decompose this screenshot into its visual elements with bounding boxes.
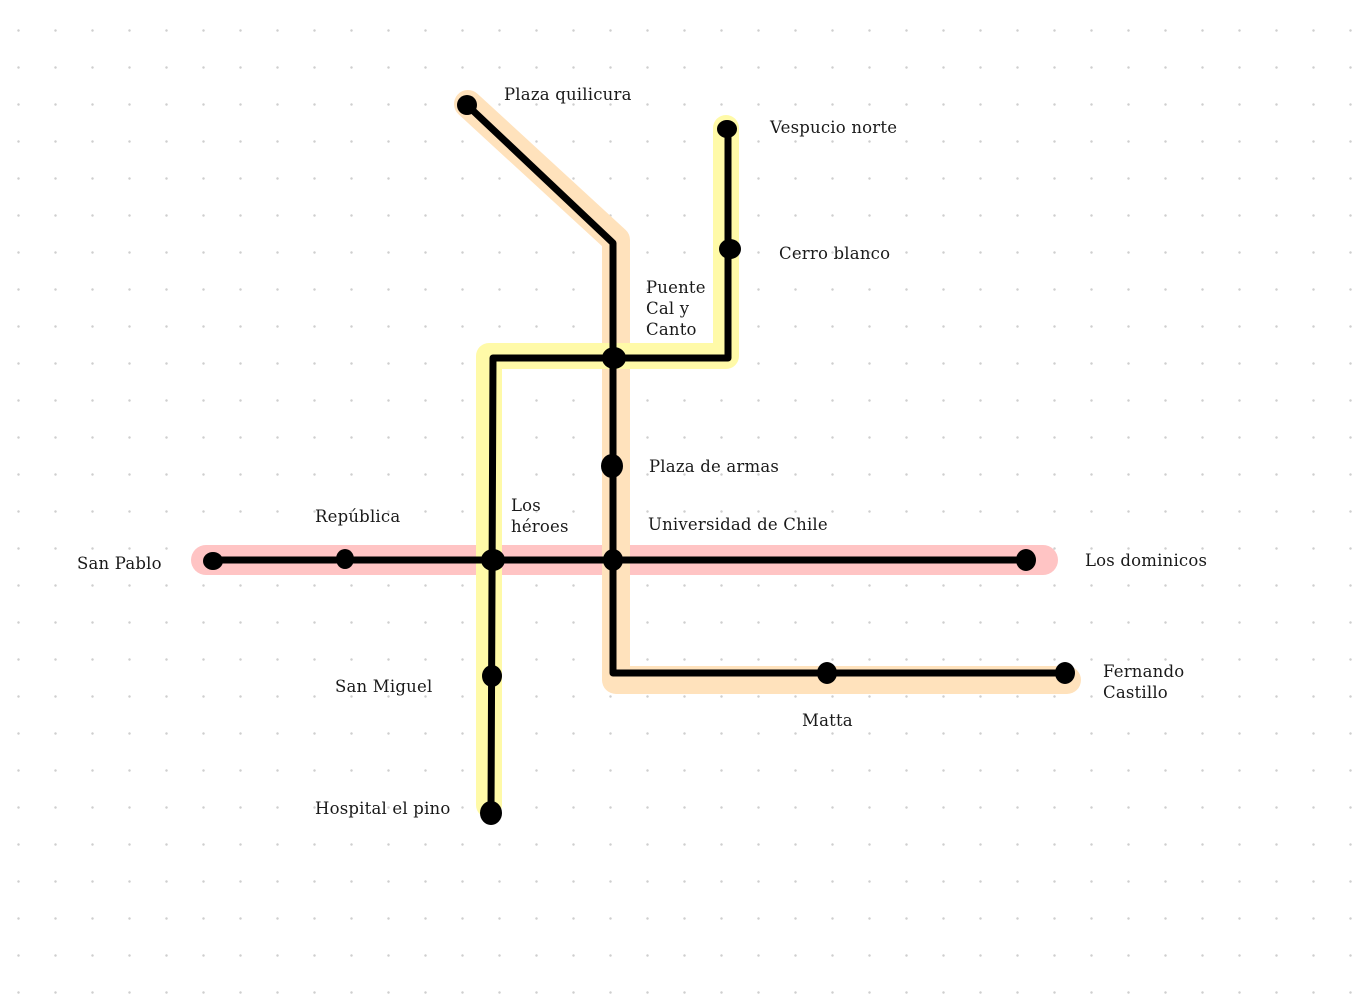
label-fernando-line-1: Fernando [1103, 662, 1185, 681]
label-universidad-de-chile: Universidad de Chile [648, 515, 828, 534]
label-cerro-blanco: Cerro blanco [779, 244, 891, 263]
station-plaza-quilicura[interactable] [457, 95, 477, 115]
station-hospital-el-pino[interactable] [480, 801, 502, 825]
label-los-heroes-line-2: héroes [511, 517, 569, 536]
label-puente-cal-y-canto: Puente Cal y Canto [646, 277, 706, 340]
label-puente-line-3: Canto [646, 320, 697, 339]
station-puente-cal-y-canto[interactable] [602, 347, 626, 369]
station-los-dominicos[interactable] [1016, 549, 1036, 571]
label-puente-line-1: Puente [646, 278, 706, 297]
label-san-pablo: San Pablo [77, 554, 162, 573]
label-plaza-de-armas: Plaza de armas [649, 457, 780, 476]
track-orange-line [463, 101, 1069, 677]
label-los-dominicos: Los dominicos [1085, 551, 1208, 570]
station-plaza-de-armas[interactable] [601, 454, 623, 478]
label-vespucio-norte: Vespucio norte [770, 118, 898, 137]
station-vespucio-norte[interactable] [717, 120, 737, 138]
label-republica: República [315, 507, 401, 526]
station-fernando-castillo[interactable] [1055, 662, 1075, 684]
label-puente-line-2: Cal y [646, 299, 690, 318]
label-san-miguel: San Miguel [335, 677, 433, 696]
line-highlights [191, 90, 1081, 818]
label-fernando-line-2: Castillo [1103, 683, 1168, 702]
label-hospital-el-pino: Hospital el pino [315, 799, 451, 818]
station-matta[interactable] [817, 662, 837, 684]
label-matta: Matta [802, 711, 853, 730]
label-plaza-quilicura: Plaza quilicura [504, 85, 632, 104]
station-cerro-blanco[interactable] [719, 239, 741, 259]
stations [203, 95, 1075, 825]
label-fernando-castillo: Fernando Castillo [1103, 661, 1184, 703]
station-san-miguel[interactable] [482, 665, 502, 687]
station-san-pablo[interactable] [203, 552, 223, 570]
station-universidad-de-chile[interactable] [603, 549, 623, 571]
label-los-heroes: Los héroes [511, 495, 569, 537]
station-republica[interactable] [336, 549, 354, 569]
tracks [208, 101, 1069, 816]
station-los-heroes[interactable] [481, 549, 505, 571]
label-los-heroes-line-1: Los [511, 496, 541, 515]
